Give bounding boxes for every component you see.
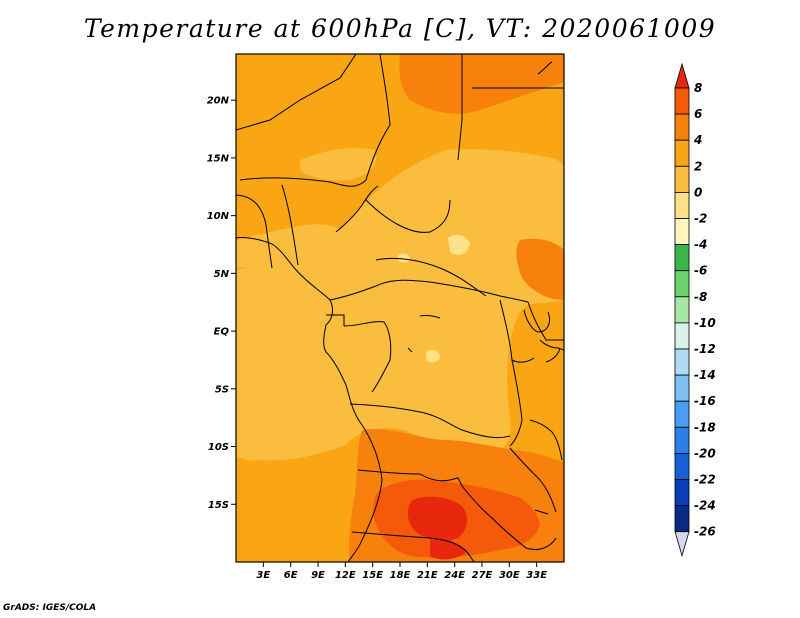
colorbar-label: -4 <box>694 238 707 252</box>
colorbar-segment <box>674 244 690 272</box>
x-tick-label: 15E <box>362 570 383 581</box>
x-tick-label: 18E <box>390 570 411 581</box>
chart-title: Temperature at 600hPa [C], VT: 202006100… <box>83 14 717 43</box>
x-tick-label: 6E <box>284 570 298 581</box>
field-m2-0-c <box>398 253 410 263</box>
field-0-2 <box>236 149 564 461</box>
x-tick-label: 21E <box>417 570 438 581</box>
colorbar-segment <box>674 348 690 376</box>
colorbar-label: -26 <box>694 525 716 539</box>
x-tick-label: 24E <box>444 570 465 581</box>
colorbar-segment <box>674 191 690 219</box>
colorbar-segment <box>674 374 690 402</box>
field-m2-0-a <box>448 234 470 255</box>
y-axis: 20N 15N 10N 5N EQ 5S 10S 15S <box>207 96 236 511</box>
colorbar-segment <box>674 218 690 246</box>
colorbar-segment <box>674 426 690 454</box>
field-4-6-east <box>516 238 564 300</box>
colorbar-segment <box>674 322 690 350</box>
colorbar-label: -22 <box>694 473 716 487</box>
colorbar-segment <box>674 87 690 115</box>
y-tick-label: EQ <box>214 327 230 338</box>
y-tick-label: 5S <box>215 384 229 395</box>
colorbar: 8 6 4 2 0 -2 -4 -6 -8 -10 -12 -14 -16 -18 -20 -22 -24 -26 <box>674 62 716 558</box>
colorbar-segment <box>674 139 690 167</box>
x-tick-label: 12E <box>335 570 356 581</box>
colorbar-segment <box>674 452 690 480</box>
x-tick-label: 9E <box>311 570 325 581</box>
colorbar-segment <box>674 113 690 141</box>
colorbar-top-arrow <box>674 62 690 89</box>
field-m2-0-b <box>426 350 440 363</box>
colorbar-label: -16 <box>694 394 716 408</box>
colorbar-segment <box>674 296 690 324</box>
colorbar-segment <box>674 479 690 507</box>
x-axis: 3E 6E 9E 12E 15E 18E 21E 24E 27E 30E 33E <box>256 562 547 581</box>
colorbar-label: -12 <box>694 342 716 356</box>
y-tick-label: 20N <box>207 96 230 107</box>
x-tick-label: 33E <box>526 570 547 581</box>
colorbar-label: -24 <box>694 499 716 513</box>
colorbar-label: 6 <box>694 107 702 121</box>
y-tick-label: 10N <box>207 211 230 222</box>
y-tick-label: 15S <box>208 500 229 511</box>
y-tick-label: 5N <box>214 269 230 280</box>
colorbar-bottom-arrow <box>674 531 690 558</box>
field-8-plus <box>407 496 467 541</box>
country-borders <box>236 54 564 562</box>
colorbar-label: 2 <box>694 159 702 173</box>
field-8-plus-b <box>430 538 466 560</box>
colorbar-segment <box>674 505 690 533</box>
colorbar-label: -14 <box>694 368 716 382</box>
colorbar-segment <box>674 165 690 193</box>
colorbar-label: -2 <box>694 212 707 226</box>
x-tick-label: 30E <box>499 570 520 581</box>
field-4-6-north <box>399 54 564 114</box>
x-tick-label: 27E <box>472 570 493 581</box>
temperature-field <box>236 54 564 562</box>
field-0-2-north <box>300 148 377 181</box>
colorbar-label: 8 <box>694 81 702 95</box>
colorbar-label: 0 <box>694 185 702 199</box>
colorbar-segment <box>674 270 690 298</box>
grads-credit: GrADS: IGES/COLA <box>3 603 97 613</box>
colorbar-label: 4 <box>693 133 702 147</box>
y-tick-label: 15N <box>207 153 230 164</box>
colorbar-label: -6 <box>694 264 707 278</box>
field-0-2-west <box>236 224 345 268</box>
colorbar-segment <box>674 400 690 428</box>
colorbar-label: -18 <box>694 420 716 434</box>
colorbar-label: -20 <box>694 446 716 460</box>
colorbar-label: -8 <box>694 290 707 304</box>
x-tick-label: 3E <box>256 570 270 581</box>
y-tick-label: 10S <box>208 442 229 453</box>
colorbar-label: -10 <box>694 316 716 330</box>
